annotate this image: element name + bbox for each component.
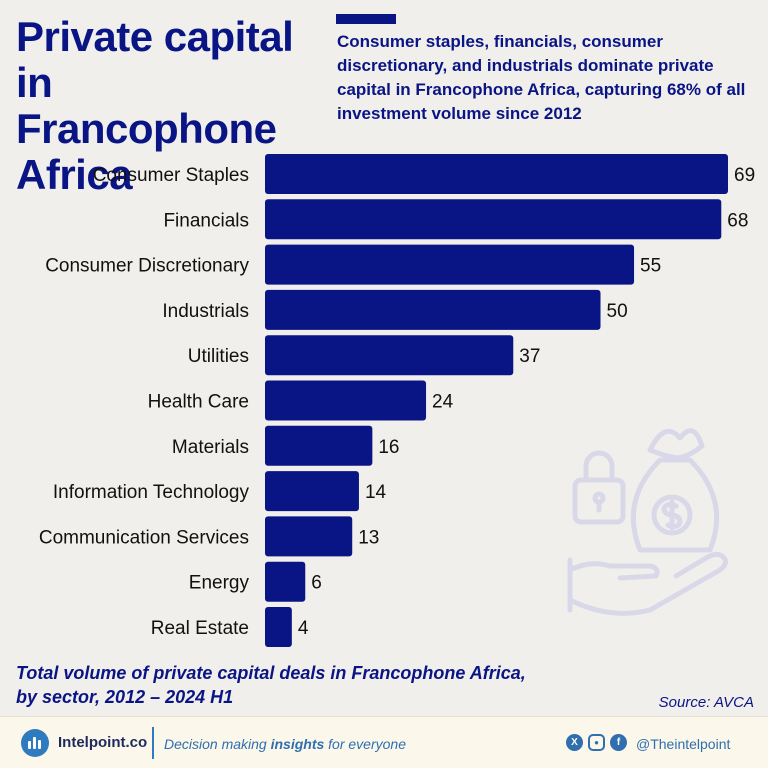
value-label: 55 — [640, 256, 661, 277]
category-label: Communication Services — [39, 527, 249, 548]
value-label: 14 — [365, 482, 387, 503]
category-label: Materials — [172, 437, 249, 458]
bar-real-estate[interactable] — [265, 607, 292, 647]
category-label: Consumer Discretionary — [45, 256, 249, 277]
accent-bar — [336, 14, 396, 24]
bar-information-technology[interactable] — [265, 471, 359, 512]
footer-divider — [152, 727, 154, 759]
tagline: Decision making insights for everyone — [164, 736, 406, 752]
bar-utilities[interactable] — [265, 335, 514, 376]
category-label: Information Technology — [53, 482, 250, 503]
value-label: 69 — [734, 165, 755, 186]
instagram-icon[interactable]: ● — [588, 734, 605, 751]
x-icon[interactable]: X — [566, 734, 583, 751]
footer: Intelpoint.co Decision making insights f… — [0, 716, 768, 768]
brand-name[interactable]: Intelpoint.co — [58, 734, 148, 751]
source-note: Source: AVCA — [658, 694, 754, 711]
category-label: Consumer Staples — [93, 165, 249, 186]
chart-title: Private capital in Francophone Africa — [16, 13, 294, 198]
bar-industrials[interactable] — [265, 289, 601, 330]
social-handle[interactable]: @Theintelpoint — [636, 736, 731, 752]
value-label: 37 — [519, 346, 540, 367]
bar-energy[interactable] — [265, 561, 306, 602]
category-label: Health Care — [148, 392, 249, 413]
category-label: Industrials — [162, 301, 249, 322]
bar-chart: Consumer Staples 69 Financials 68 Consumer D… — [39, 154, 755, 647]
money-hand-illustration-icon — [567, 428, 728, 616]
chart-caption: Total volume of private capital deals in… — [16, 663, 526, 707]
bar-consumer-discretionary[interactable] — [265, 244, 635, 285]
value-label: 50 — [607, 301, 628, 322]
value-label: 13 — [358, 527, 379, 548]
bar-communication-services[interactable] — [265, 516, 353, 557]
category-label: Financials — [163, 210, 249, 231]
value-label: 68 — [727, 210, 748, 231]
value-label: 6 — [311, 573, 322, 594]
facebook-icon[interactable]: f — [610, 734, 627, 751]
value-label: 16 — [378, 437, 399, 458]
value-label: 24 — [432, 392, 454, 413]
chart-subtitle: Consumer staples, financials, consumer d… — [337, 32, 746, 123]
category-label: Energy — [189, 573, 250, 594]
bar-financials[interactable] — [265, 199, 722, 240]
intelpoint-logo-icon — [21, 729, 49, 757]
bar-consumer-staples[interactable] — [265, 154, 728, 194]
category-label: Utilities — [188, 346, 249, 367]
category-label: Real Estate — [151, 618, 249, 639]
value-label: 4 — [298, 618, 309, 639]
social-icons: X ● f — [566, 734, 627, 751]
bar-health-care[interactable] — [265, 380, 427, 421]
bar-materials[interactable] — [265, 425, 373, 466]
